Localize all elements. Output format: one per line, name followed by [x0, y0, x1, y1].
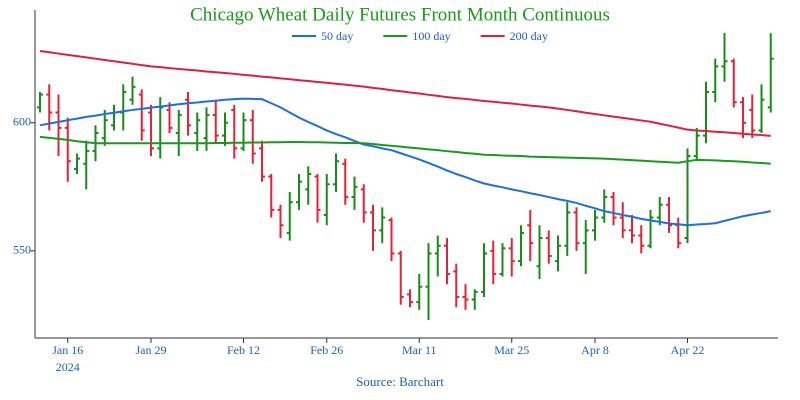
y-tick-label: 600 — [13, 115, 31, 129]
ma-line — [39, 97, 771, 227]
x-tick-label: Mar 25 — [494, 343, 529, 357]
x-tick-label: Jan 16 — [52, 343, 83, 357]
y-tick-label: 550 — [13, 243, 31, 257]
x-tick-label: Apr 22 — [671, 343, 705, 357]
ma-line — [39, 135, 771, 165]
x-year-label: 2024 — [56, 360, 80, 374]
legend-label: 50 day — [321, 29, 353, 43]
chart-title: Chicago Wheat Daily Futures Front Month … — [190, 4, 610, 25]
source-note: Source: Barchart — [356, 374, 444, 389]
x-tick-label: Mar 11 — [402, 343, 437, 357]
legend-label: 200 day — [510, 29, 548, 43]
x-tick-label: Jan 29 — [136, 343, 167, 357]
ma-line — [39, 50, 771, 137]
legend-label: 100 day — [412, 29, 450, 43]
x-tick-label: Apr 8 — [581, 343, 609, 357]
x-tick-label: Feb 12 — [227, 343, 260, 357]
x-tick-label: Feb 26 — [310, 343, 343, 357]
